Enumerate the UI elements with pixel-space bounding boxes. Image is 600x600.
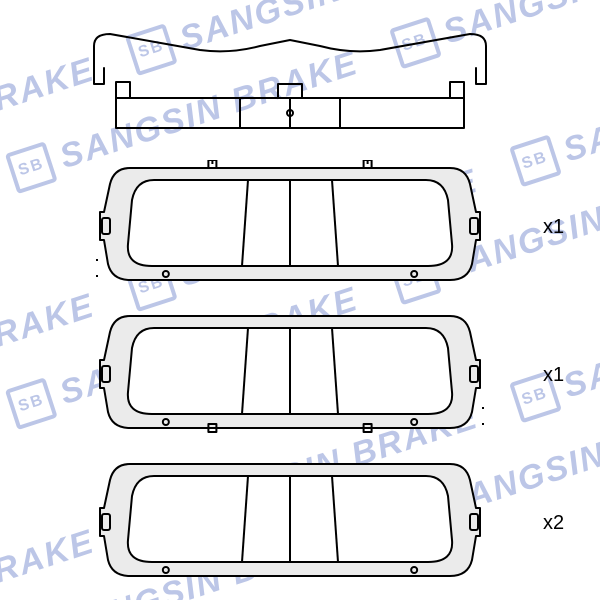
brand-logo-icon: SB xyxy=(509,135,562,188)
watermark-text: SANGSIN BRAKE xyxy=(0,286,100,419)
pad-bot-qty-label: x2 xyxy=(543,512,564,535)
watermark-segment: SBSANGSIN BRAKE xyxy=(0,285,100,437)
watermark-text: SANGSIN BRAKE xyxy=(0,50,100,183)
watermark-text: SANGSIN BRAKE xyxy=(558,37,600,170)
watermark-text: SANGSIN BRAKE xyxy=(0,522,100,600)
pad-mid-qty-label: x1 xyxy=(543,364,564,387)
watermark-segment: SBSANGSIN BRAKE xyxy=(0,521,100,600)
watermark-segment: SBSANGSIN BRAKE xyxy=(509,35,600,187)
watermark-segment: SBSANGSIN BRAKE xyxy=(509,271,600,423)
diagram-canvas: SBSANGSIN BRAKESBSANGSIN BRAKESBSANGSIN … xyxy=(0,0,600,600)
pad-top-qty-label: x1 xyxy=(543,216,564,239)
pad-bot xyxy=(96,456,484,584)
spring-clip xyxy=(90,28,490,138)
watermark-segment: SBSANGSIN BRAKE xyxy=(0,49,100,201)
pad-top xyxy=(96,160,484,288)
brand-logo-icon: SB xyxy=(5,377,58,430)
spring-clip-svg xyxy=(90,28,490,138)
brand-logo-icon: SB xyxy=(5,141,58,194)
watermark-text: SANGSIN BRAKE xyxy=(558,273,600,406)
pad-mid xyxy=(96,308,484,436)
